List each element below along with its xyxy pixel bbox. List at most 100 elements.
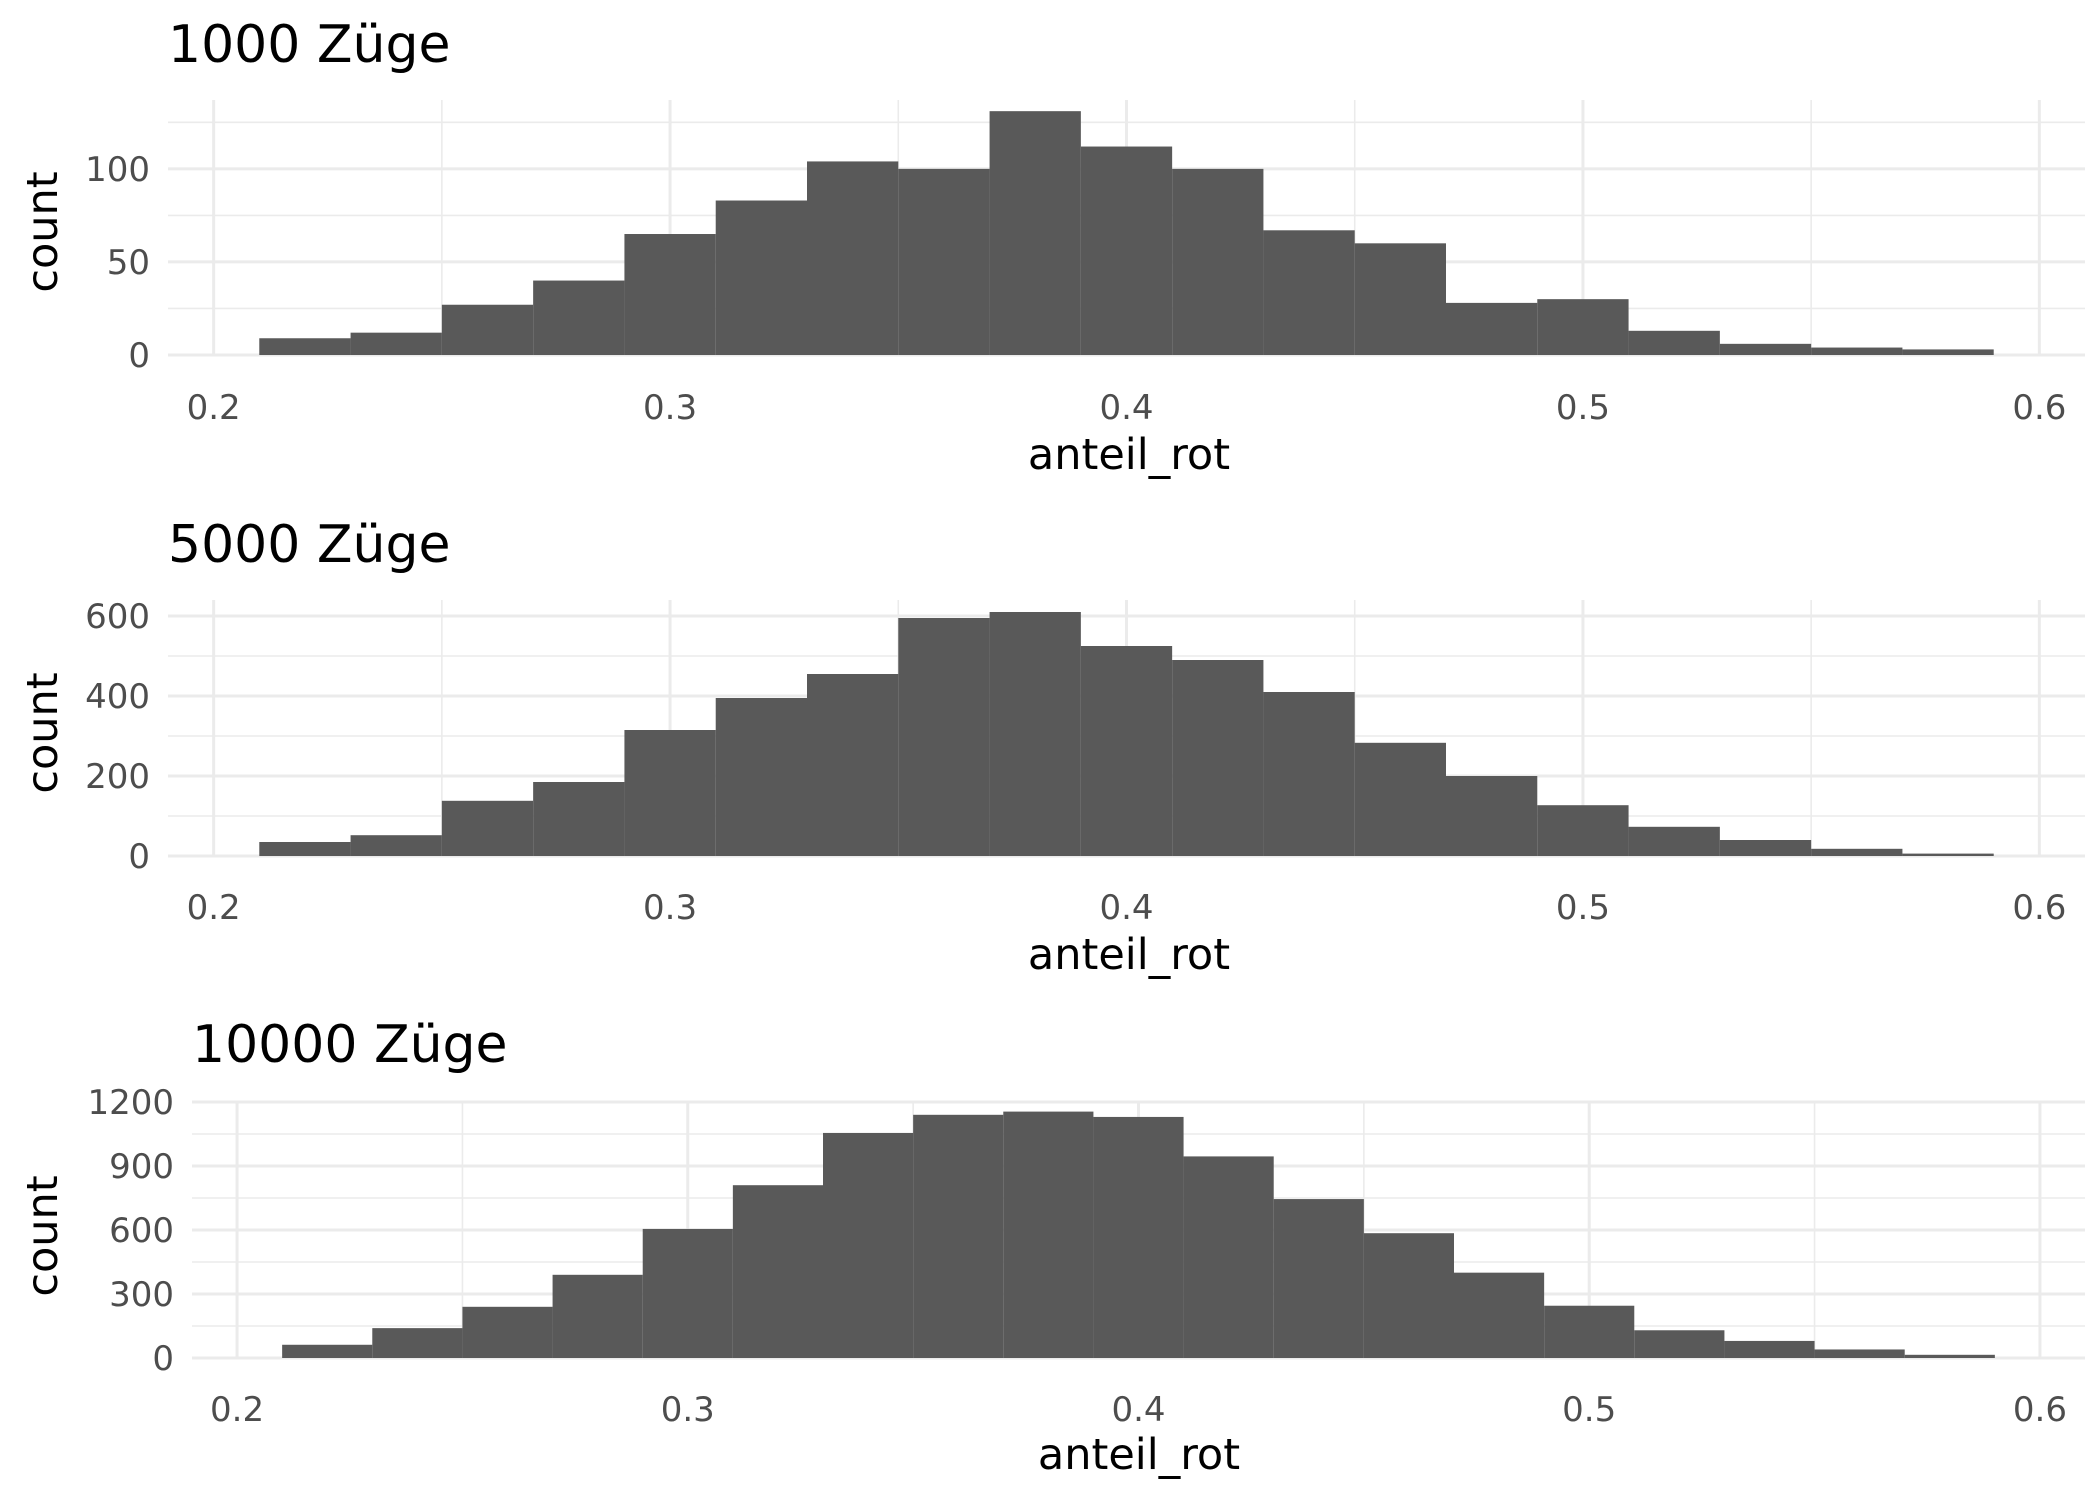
- y-tick-label: 600: [109, 1211, 174, 1251]
- x-tick-labels: 0.2 0.3 0.4 0.5 0.6: [187, 888, 2067, 928]
- x-tick-label: 0.6: [2013, 1390, 2067, 1430]
- histogram-bar: [1273, 1199, 1364, 1358]
- histogram-bar: [1628, 826, 1720, 856]
- y-tick-labels: 0 50 100: [85, 150, 150, 376]
- y-tick-labels: 0 300 600 900 1200: [87, 1083, 174, 1379]
- chart-title: 5000 Züge: [168, 515, 450, 575]
- histogram-bar: [259, 842, 351, 856]
- histogram-bar: [441, 800, 534, 856]
- histogram-bar: [642, 1228, 733, 1358]
- histogram-bar: [1172, 660, 1264, 856]
- x-tick-label: 0.4: [1111, 1390, 1165, 1430]
- histogram-bar: [1902, 349, 1994, 355]
- x-tick-label: 0.3: [661, 1390, 715, 1430]
- y-tick-label: 50: [107, 243, 150, 283]
- y-tick-label: 600: [85, 597, 150, 637]
- histogram-bar: [1446, 776, 1538, 856]
- histogram-bar: [533, 280, 625, 355]
- histogram-bar: [282, 1344, 373, 1358]
- y-axis-title: count: [18, 672, 68, 793]
- histogram-bar: [807, 674, 899, 856]
- histogram-bar: [732, 1185, 823, 1358]
- histogram-bar: [823, 1132, 914, 1358]
- histogram-bar: [1537, 805, 1629, 856]
- panel-bars: [259, 612, 1994, 856]
- histogram-bar: [1719, 343, 1812, 355]
- y-tick-label: 100: [85, 150, 150, 190]
- histogram-bar: [715, 698, 807, 856]
- x-tick-label: 0.5: [1556, 888, 1610, 928]
- x-tick-label: 0.5: [1562, 1390, 1616, 1430]
- histogram-bar: [898, 618, 990, 856]
- chart-title: 1000 Züge: [168, 15, 450, 75]
- x-tick-label: 0.6: [2012, 888, 2066, 928]
- histogram-bar: [1454, 1272, 1545, 1358]
- histogram-bar: [1811, 848, 1903, 856]
- y-tick-label: 900: [109, 1147, 174, 1187]
- histogram-bar: [989, 111, 1081, 356]
- histogram-bar: [350, 332, 442, 355]
- histogram-bar: [1183, 1156, 1274, 1358]
- histogram-bar: [1719, 840, 1812, 856]
- histogram-bar: [1363, 1233, 1454, 1358]
- x-tick-label: 0.3: [643, 388, 697, 428]
- histogram-bar: [1814, 1349, 1905, 1358]
- histogram-bar: [1080, 646, 1173, 856]
- histogram-bar: [1628, 330, 1720, 355]
- y-tick-label: 1200: [87, 1083, 174, 1123]
- histogram-bar: [1263, 692, 1355, 856]
- histogram-bar: [1354, 243, 1446, 355]
- histogram-bar: [913, 1114, 1004, 1358]
- histogram-bar: [350, 835, 442, 856]
- y-tick-labels: 0 200 400 600: [85, 597, 150, 877]
- histogram-bar: [1544, 1305, 1635, 1358]
- y-tick-label: 0: [128, 837, 150, 877]
- histogram-bar: [1093, 1116, 1184, 1358]
- x-tick-labels: 0.2 0.3 0.4 0.5 0.6: [210, 1390, 2067, 1430]
- histogram-bar: [1354, 742, 1446, 856]
- panel-bars: [259, 111, 1994, 356]
- histogram-bar: [533, 782, 625, 856]
- x-tick-label: 0.2: [210, 1390, 264, 1430]
- histogram-bar: [1537, 299, 1629, 355]
- x-tick-label: 0.2: [187, 888, 241, 928]
- histogram-bar: [624, 730, 716, 856]
- histogram-bar: [715, 200, 807, 355]
- histogram-panel-1000: 1000 Züge 0 50 100 0.2 0.3 0.4 0.5 0.6 anteil_…: [18, 15, 2085, 480]
- x-tick-label: 0.2: [187, 388, 241, 428]
- histogram-bar: [441, 304, 534, 355]
- x-tick-label: 0.4: [1099, 888, 1153, 928]
- histogram-bar: [1904, 1354, 1995, 1358]
- histogram-bar: [1003, 1111, 1094, 1358]
- histogram-bar: [259, 338, 351, 355]
- x-tick-label: 0.6: [2012, 388, 2066, 428]
- y-tick-label: 400: [85, 677, 150, 717]
- histogram-panel-5000: 5000 Züge 0 200 400 600 0.2 0.3 0.4 0.5 0.6 ant…: [18, 515, 2085, 980]
- y-tick-label: 0: [128, 336, 150, 376]
- histogram-bar: [462, 1306, 553, 1358]
- histogram-bar: [1724, 1340, 1815, 1358]
- histogram-bar: [989, 612, 1081, 856]
- y-tick-label: 200: [85, 757, 150, 797]
- histogram-bar: [1902, 853, 1994, 856]
- x-axis-title: anteil_rot: [1038, 1430, 1240, 1480]
- y-axis-title: count: [18, 171, 68, 292]
- chart-title: 10000 Züge: [192, 1015, 508, 1075]
- histogram-bar: [1263, 230, 1355, 355]
- histogram-bar: [1446, 302, 1538, 355]
- panel-bars: [282, 1111, 1995, 1358]
- histogram-bar: [807, 161, 899, 355]
- y-tick-label: 300: [109, 1275, 174, 1315]
- x-tick-label: 0.3: [643, 888, 697, 928]
- x-tick-labels: 0.2 0.3 0.4 0.5 0.6: [187, 388, 2067, 428]
- x-tick-label: 0.4: [1099, 388, 1153, 428]
- histogram-bar: [624, 234, 716, 355]
- histogram-bar: [552, 1274, 643, 1358]
- histogram-bar: [1811, 347, 1903, 355]
- histogram-bar: [1080, 146, 1173, 355]
- y-tick-label: 0: [152, 1339, 174, 1379]
- histogram-bar: [1634, 1330, 1725, 1358]
- x-tick-label: 0.5: [1556, 388, 1610, 428]
